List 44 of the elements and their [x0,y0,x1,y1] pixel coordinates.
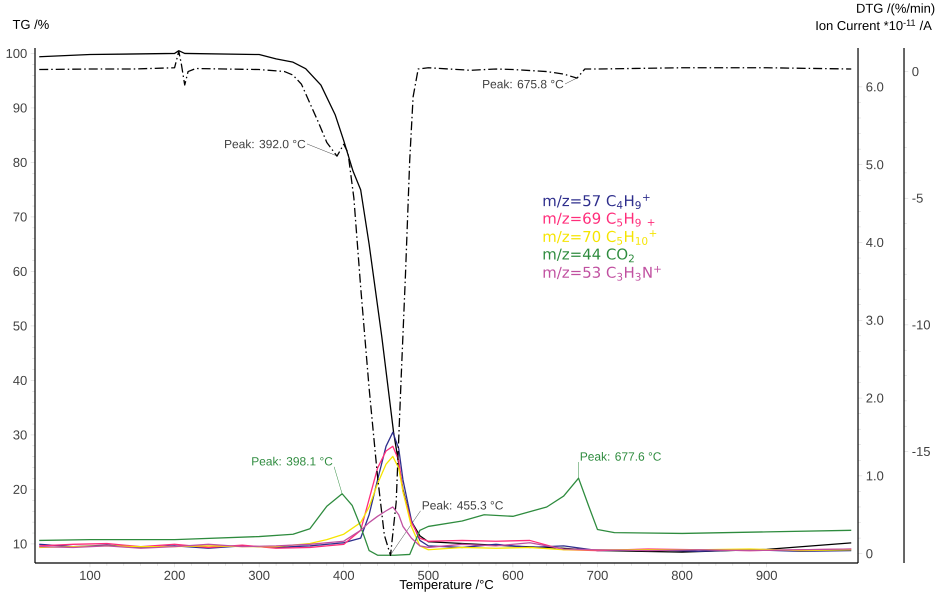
y-tick-label: 20 [13,484,27,494]
y3-tick-label: 0 [912,66,918,76]
text: m/z=57 C$_{4}$H$_{9}$+ [544,194,650,210]
x-tick-label: 500 [418,570,439,580]
y-axis-title: TG /% [12,20,49,30]
y-tick-label: 30 [13,430,27,440]
y-tick-label: 40 [13,376,27,386]
y-tick-label: 70 [13,212,27,222]
y3-axis-title: DTG /(%/min) [857,3,934,16]
y3-tick-label: -10 [912,320,930,330]
annotation: Peak: 677.6 °C [580,452,661,461]
y2-tick-label: 3.0 [866,316,884,325]
text: m/z=44 CO$_{2}$ [544,248,634,262]
text: m/z=70 C$_{5}$H$_{10}$+ [544,230,656,245]
x-tick-label: 600 [502,570,524,580]
y2-tick-label: 5.0 [866,160,884,170]
x-tick-label: 100 [80,570,100,580]
x-tick-label: 800 [672,570,692,580]
x-axis-title: Temperature /°C [400,580,494,592]
y2-tick-label: 1.0 [866,471,884,480]
y-tick-label: 10 [14,539,27,549]
x-tick-label: 200 [164,570,185,580]
y-tick-label: 80 [13,158,27,168]
y-tick-label: 90 [13,103,27,113]
y2-tick-label: 0 [866,549,872,558]
text: m/z=53 C$_{3}$H$_{3}$N$^{+}$ [544,266,661,281]
y2-tick-label: 2.0 [866,393,884,403]
x-tick-label: 700 [587,570,608,580]
y2-tick-label: 4.0 [866,238,884,248]
x-tick-label: 300 [248,570,270,580]
annotation: Peak: 398.1 °C [252,456,332,466]
y-tick-label: 50 [13,321,27,331]
text: m/z=69 C$_{5}$H$_{9 +}$ [544,212,654,227]
y-tick-label: 100 [6,48,27,58]
annotation: Peak: 455.3 °C [422,500,503,510]
annotation: Peak: 392.0 °C [225,140,306,148]
annotation: Peak: 675.8 °C [483,80,564,88]
y3-tick-label: -5 [912,194,923,203]
y-tick-label: 60 [13,266,27,276]
x-tick-label: 400 [333,570,354,580]
x-tick-label: 900 [756,570,777,580]
y3-tick-label: -15 [912,447,930,456]
y2-tick-label: 6.0 [866,82,884,92]
y2-axis-title: Ion Current *10$^{-11}$ /A [816,19,932,30]
